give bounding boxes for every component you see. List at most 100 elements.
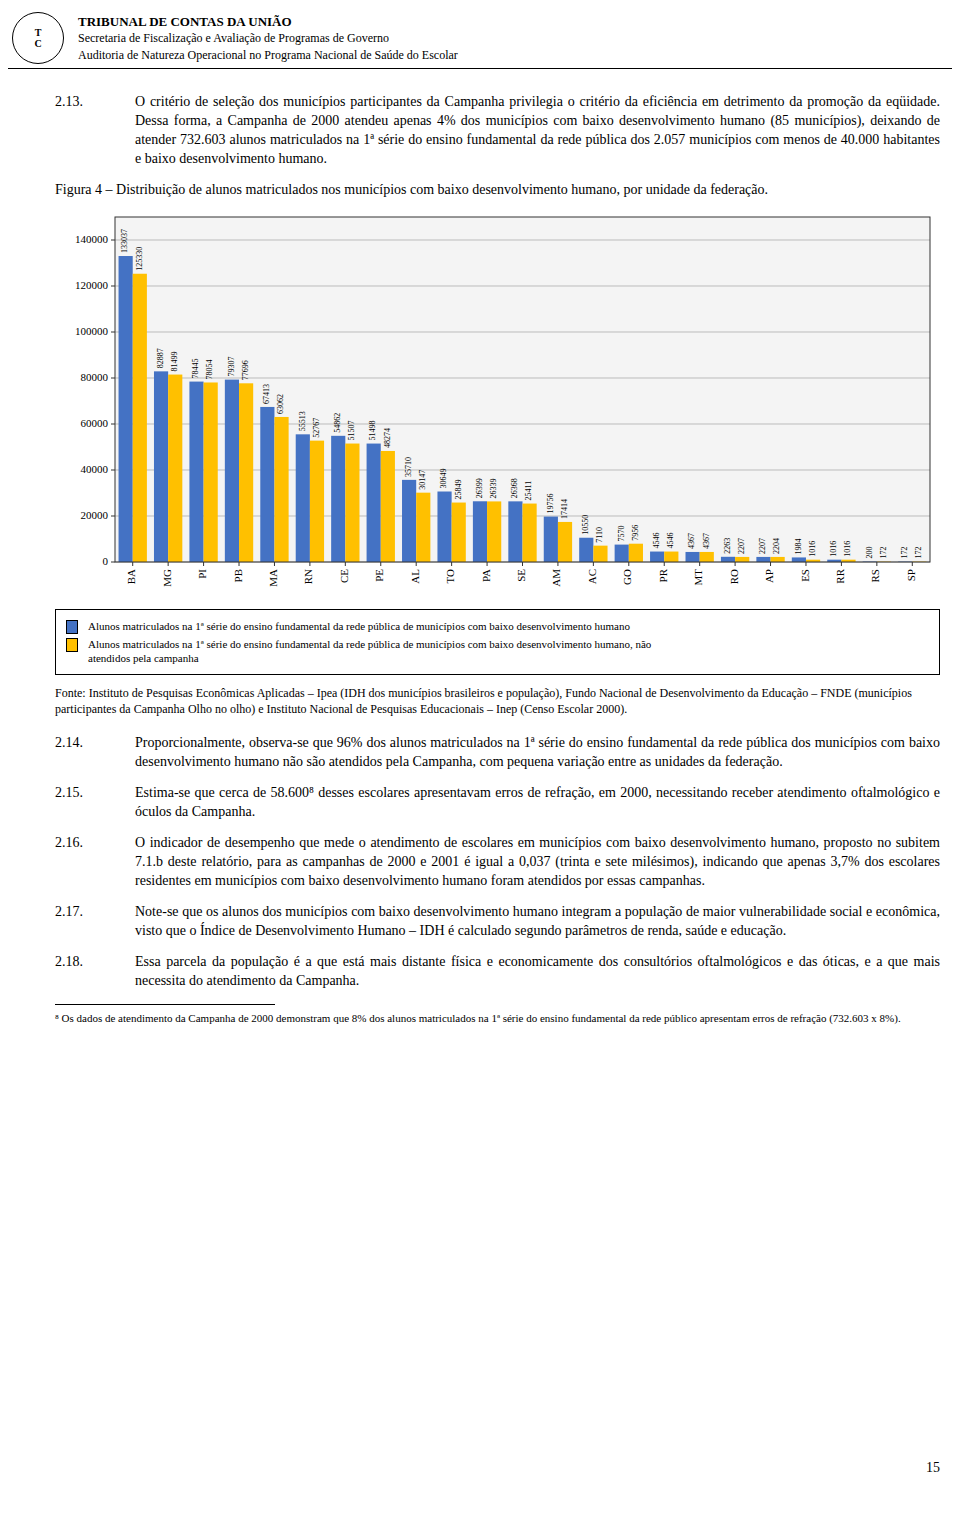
data-label: 2204 xyxy=(772,538,781,554)
x-tick-label: BA xyxy=(125,569,137,584)
y-tick-label: 140000 xyxy=(75,233,109,245)
data-label: 78054 xyxy=(206,359,215,379)
x-tick xyxy=(274,562,275,566)
data-label: 2207 xyxy=(737,538,746,554)
data-label: 4367 xyxy=(702,533,711,549)
x-tick xyxy=(735,562,736,566)
header-text: TRIBUNAL DE CONTAS DA UNIÃOSecretaria de… xyxy=(78,13,458,64)
plot-frame xyxy=(115,217,930,562)
bar xyxy=(189,382,203,562)
paragraph-number: 2.14. xyxy=(55,733,135,771)
y-tick-label: 100000 xyxy=(75,325,109,337)
data-label: 51498 xyxy=(369,421,378,441)
paragraph-text: O indicador de desempenho que mede o ate… xyxy=(135,833,940,890)
data-label: 48274 xyxy=(383,428,392,448)
paragraph: 2.13.O critério de seleção dos município… xyxy=(55,92,940,168)
x-tick-label: CE xyxy=(338,569,350,583)
x-tick xyxy=(841,562,842,566)
x-tick-label: MA xyxy=(267,569,279,587)
paragraph: 2.15.Estima-se que cerca de 58.600⁸ dess… xyxy=(55,783,940,821)
paragraph-text: Proporcionalmente, observa-se que 96% do… xyxy=(135,733,940,771)
x-tick-label: MT xyxy=(692,569,704,586)
y-tick-label: 80000 xyxy=(81,371,109,383)
bar xyxy=(487,501,501,562)
x-tick-label: PI xyxy=(196,569,208,579)
bar xyxy=(735,557,749,562)
bar xyxy=(168,375,182,562)
bar xyxy=(133,274,147,562)
data-label: 54862 xyxy=(333,413,342,433)
data-label: 26368 xyxy=(510,478,519,498)
y-tick-label: 120000 xyxy=(75,279,109,291)
x-tick xyxy=(522,562,523,566)
legend-swatch xyxy=(66,620,78,634)
grid-line xyxy=(115,332,930,333)
data-label: 26339 xyxy=(489,478,498,498)
data-label: 10550 xyxy=(581,515,590,535)
data-label: 52767 xyxy=(312,418,321,438)
data-label: 4546 xyxy=(652,533,661,549)
x-tick xyxy=(805,562,806,566)
data-label: 133037 xyxy=(120,229,129,253)
bar xyxy=(579,538,593,562)
paragraph: 2.14.Proporcionalmente, observa-se que 9… xyxy=(55,733,940,771)
x-tick xyxy=(699,562,700,566)
bar xyxy=(508,501,522,562)
data-label: 19756 xyxy=(546,494,555,514)
x-tick xyxy=(451,562,452,566)
y-tick-label: 40000 xyxy=(81,463,109,475)
data-label: 82887 xyxy=(156,348,165,368)
data-label: 77696 xyxy=(241,360,250,380)
logo-letter: T xyxy=(35,27,42,38)
bar xyxy=(756,557,770,562)
source: Fonte: Instituto de Pesquisas Econômicas… xyxy=(55,685,940,717)
paragraph: 2.17.Note-se que os alunos dos município… xyxy=(55,902,940,940)
paragraph-number: 2.18. xyxy=(55,952,135,990)
data-label: 2207 xyxy=(758,538,767,554)
legend: Alunos matriculados na 1ª série do ensin… xyxy=(55,609,940,675)
bars xyxy=(119,256,927,562)
bar xyxy=(664,552,678,562)
data-label: 25849 xyxy=(454,480,463,500)
header: TC TRIBUNAL DE CONTAS DA UNIÃOSecretaria … xyxy=(8,8,952,69)
x-tick xyxy=(416,562,417,566)
x-tick xyxy=(239,562,240,566)
y-tick-label: 60000 xyxy=(81,417,109,429)
data-label: 200 xyxy=(865,547,874,559)
paragraph-text: O critério de seleção dos municípios par… xyxy=(135,92,940,168)
x-tick xyxy=(770,562,771,566)
bar xyxy=(615,545,629,562)
bar xyxy=(792,557,806,562)
page-number: 15 xyxy=(926,1460,940,1476)
x-tick xyxy=(912,562,913,566)
legend-label: Alunos matriculados na 1ª série do ensin… xyxy=(88,637,651,665)
data-label: 172 xyxy=(914,547,923,559)
data-label: 79307 xyxy=(227,357,236,377)
bar xyxy=(452,503,466,562)
x-tick xyxy=(203,562,204,566)
x-tick-label: SP xyxy=(905,569,917,581)
bar xyxy=(629,544,643,562)
data-label: 17414 xyxy=(560,499,569,519)
data-label: 30147 xyxy=(418,470,427,490)
bar xyxy=(771,557,785,562)
bar xyxy=(381,451,395,562)
x-tick xyxy=(557,562,558,566)
x-tick xyxy=(345,562,346,566)
page-body: 2.13.O critério de seleção dos município… xyxy=(55,92,940,1025)
data-label: 2263 xyxy=(723,538,732,554)
bar xyxy=(296,434,310,562)
bar xyxy=(558,522,572,562)
logo: TC xyxy=(12,12,64,64)
y-tick-label: 0 xyxy=(103,555,109,567)
x-tick-label: TO xyxy=(444,569,456,584)
data-label: 63062 xyxy=(276,394,285,414)
x-tick-label: AL xyxy=(409,569,421,584)
data-label: 7956 xyxy=(631,525,640,541)
data-label: 1016 xyxy=(829,541,838,557)
data-label: 172 xyxy=(879,547,888,559)
y-tick xyxy=(111,378,115,379)
x-tick-label: SE xyxy=(515,569,527,582)
data-label: 26399 xyxy=(475,478,484,498)
x-tick-label: MG xyxy=(161,569,173,587)
